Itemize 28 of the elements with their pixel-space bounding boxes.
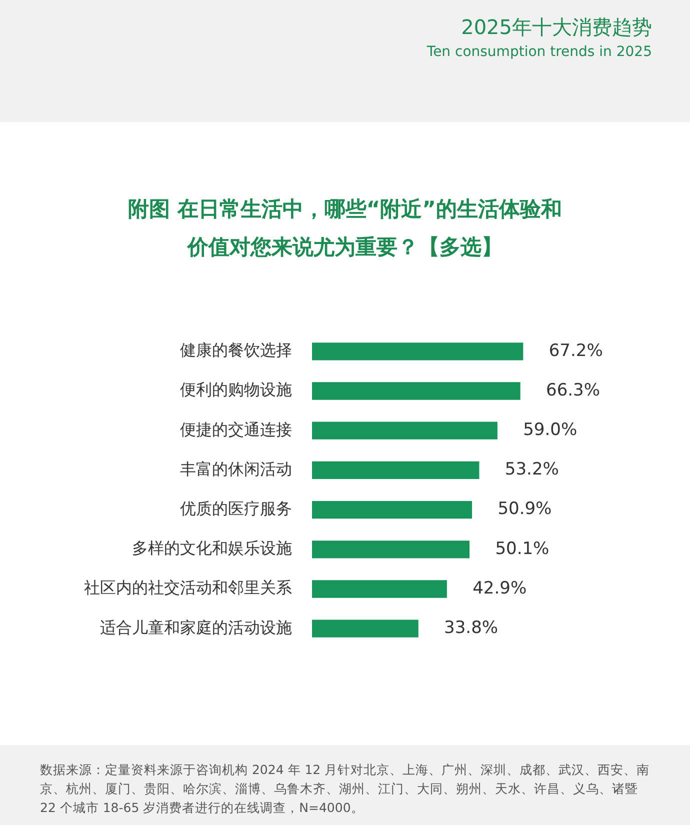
data-label: 53.2%	[504, 460, 559, 480]
bar	[312, 342, 524, 360]
y-tick-label: 适合儿童和家庭的活动设施	[100, 618, 292, 637]
y-tick-label: 丰富的休闲活动	[180, 459, 292, 478]
bar	[312, 382, 520, 400]
data-label: 66.3%	[546, 380, 600, 400]
y-tick-label: 社区内的社交活动和邻里关系	[84, 578, 292, 598]
y-tick-label: 健康的餐饮选择	[180, 340, 292, 360]
y-tick-label: 优质的医疗服务	[180, 498, 292, 518]
chart-title: 附图 在日常生活中，哪些“附近”的生活体验和价值对您来说尤为重要？【多选】	[127, 196, 563, 261]
data-label: 42.9%	[472, 578, 527, 598]
bar	[312, 620, 418, 638]
bar	[312, 580, 447, 598]
y-tick-label: 多样的文化和娱乐设施	[132, 538, 292, 558]
y-tick-label: 便捷的交通连接	[180, 420, 292, 439]
bar	[312, 461, 480, 480]
bar	[312, 540, 470, 558]
data-label: 59.0%	[523, 420, 578, 440]
source-note: 数据来源：定量资料来源于咨询机构 2024 年 12 月针对北京、上海、广州、深圳、成都、武汉、西安、南京、杭州、厦门、贵阳、哈尔滨、淄博、乌鲁木齐、湖州、江门、大同、朔州、天水、许昌、义乌、诸暨 22 个城市 18-65 岁消费者进行的在线调查，N=4000。	[40, 761, 651, 817]
bar	[312, 500, 472, 519]
data-label: 33.8%	[444, 618, 498, 638]
data-label: 67.2%	[548, 340, 603, 361]
data-label: 50.9%	[498, 499, 552, 520]
text: 2025年十大消费趋势	[461, 14, 652, 41]
bar	[312, 422, 498, 440]
y-tick-label: 便利的购物设施	[180, 380, 292, 400]
text: Ten consumption trends in 2025	[426, 44, 652, 60]
data-label: 50.1%	[495, 538, 550, 559]
